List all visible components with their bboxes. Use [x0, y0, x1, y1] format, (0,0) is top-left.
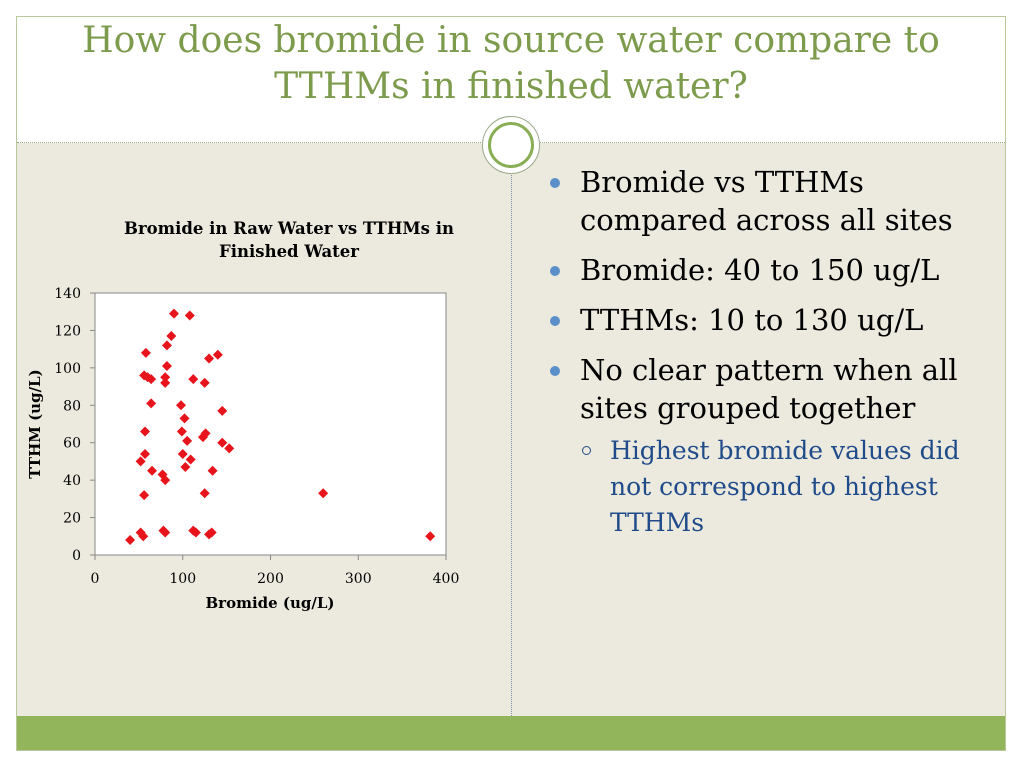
plot-area	[94, 292, 447, 556]
data-point	[160, 475, 171, 486]
data-point	[185, 454, 196, 465]
data-point	[125, 535, 136, 546]
data-point	[140, 448, 151, 459]
data-point	[180, 462, 191, 473]
y-tick-label: 0	[72, 548, 81, 564]
data-point	[146, 398, 157, 409]
data-point	[135, 456, 146, 467]
x-tick-label: 0	[91, 571, 100, 587]
data-point	[160, 527, 171, 538]
y-tick-label: 140	[54, 286, 81, 302]
data-point	[179, 413, 190, 424]
data-point	[217, 405, 228, 416]
data-point	[199, 377, 210, 388]
bullet-item: Bromide vs TTHMs compared across all sit…	[550, 163, 995, 239]
bullet-text: Bromide vs TTHMs compared across all sit…	[580, 165, 953, 237]
x-tick-label: 100	[169, 571, 196, 587]
data-point	[142, 372, 153, 383]
bullet-dot-icon	[550, 266, 560, 276]
x-axis: 0 100 200 300 400	[91, 555, 460, 587]
bullet-dot-icon	[550, 316, 560, 326]
data-point	[146, 374, 157, 385]
data-point	[425, 531, 436, 542]
data-point	[140, 347, 151, 358]
bullet-dot-icon	[550, 178, 560, 188]
bullet-text: Bromide: 40 to 150 ug/L	[580, 253, 940, 287]
bullet-dot-icon	[550, 366, 560, 376]
y-tick-label: 80	[63, 398, 81, 414]
data-point	[160, 377, 171, 388]
sub-bullet-item: Highest bromide values did not correspon…	[580, 433, 995, 541]
data-point	[177, 448, 188, 459]
data-point	[176, 426, 187, 437]
x-axis-label: Bromide (ug/L)	[205, 594, 334, 612]
x-tick-label: 300	[345, 571, 372, 587]
column-divider	[511, 166, 512, 716]
bullet-text: No clear pattern when all sites grouped …	[580, 353, 958, 425]
sub-bullet-ring-icon	[582, 446, 591, 455]
sub-bullet-text: Highest bromide values did not correspon…	[610, 436, 960, 537]
slide-title-line-1: How does bromide in source water compare…	[82, 20, 940, 61]
bullet-list: Bromide vs TTHMs compared across all sit…	[550, 163, 995, 541]
bullet-item: Bromide: 40 to 150 ug/L	[550, 251, 995, 289]
x-tick-label: 200	[257, 571, 284, 587]
data-point	[182, 435, 193, 446]
data-points	[125, 308, 436, 546]
data-point	[190, 527, 201, 538]
bullet-item: No clear pattern when all sites grouped …	[550, 351, 995, 427]
data-point	[160, 372, 171, 383]
data-point	[199, 488, 210, 499]
data-point	[140, 426, 151, 437]
footer-bar	[17, 716, 1005, 750]
y-tick-label: 60	[63, 436, 81, 452]
data-point	[135, 527, 146, 538]
data-point	[184, 310, 195, 321]
y-tick-label: 40	[63, 473, 81, 489]
chart-title-line-2: Finished Water	[219, 242, 359, 261]
data-point	[206, 527, 217, 538]
data-point	[197, 432, 208, 443]
data-point	[147, 465, 158, 476]
bullet-text: TTHMs: 10 to 130 ug/L	[580, 303, 924, 337]
data-point	[175, 400, 186, 411]
data-point	[168, 308, 179, 319]
slide-title-line-2: TTHMs in finished water?	[274, 66, 748, 107]
y-tick-label: 100	[54, 361, 81, 377]
data-point	[212, 349, 223, 360]
data-point	[161, 360, 172, 371]
scatter-chart: Bromide in Raw Water vs TTHMs in Finishe…	[20, 210, 500, 620]
data-point	[318, 488, 329, 499]
data-point	[217, 437, 228, 448]
y-tick-label: 120	[54, 323, 81, 339]
data-point	[161, 340, 172, 351]
data-point	[166, 331, 177, 342]
slide-title: How does bromide in source water compare…	[16, 18, 1006, 110]
data-point	[207, 465, 218, 476]
y-axis: 0 20 40 60 80 100 120 140	[54, 286, 95, 564]
y-tick-label: 20	[63, 511, 81, 527]
y-axis-label: TTHM (ug/L)	[26, 369, 44, 478]
data-point	[204, 353, 215, 364]
bullet-item: TTHMs: 10 to 130 ug/L	[550, 301, 995, 339]
chart-title-line-1: Bromide in Raw Water vs TTHMs in	[124, 219, 454, 238]
decorative-ring-icon	[488, 122, 534, 168]
data-point	[139, 490, 150, 501]
data-point	[138, 531, 149, 542]
chart-svg: Bromide in Raw Water vs TTHMs in Finishe…	[26, 219, 460, 612]
x-tick-label: 400	[433, 571, 460, 587]
data-point	[188, 374, 199, 385]
data-point	[224, 443, 235, 454]
